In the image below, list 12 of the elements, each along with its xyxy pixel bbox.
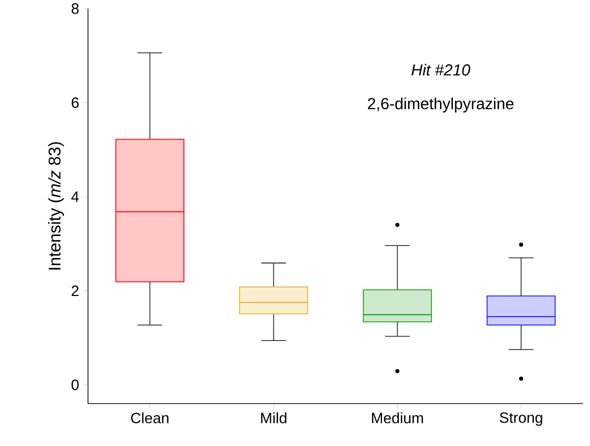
y-tick-label: 0 bbox=[72, 380, 79, 390]
y-tick-label: 6 bbox=[72, 98, 79, 108]
x-tick-label: Strong bbox=[500, 412, 542, 426]
annotation: 2,6-dimethylpyrazine bbox=[368, 98, 514, 113]
annotation: Hit #210 bbox=[411, 64, 470, 76]
y-axis-title: Intensity (m/z 83) bbox=[48, 142, 64, 270]
y-tick-label: 4 bbox=[71, 192, 79, 202]
y-tick-label: 2 bbox=[72, 286, 79, 296]
x-tick-label: Mild bbox=[261, 412, 286, 424]
y-tick-label: 8 bbox=[72, 4, 79, 14]
x-tick-label: Medium bbox=[372, 412, 423, 424]
x-tick-label: Clean bbox=[131, 412, 168, 424]
